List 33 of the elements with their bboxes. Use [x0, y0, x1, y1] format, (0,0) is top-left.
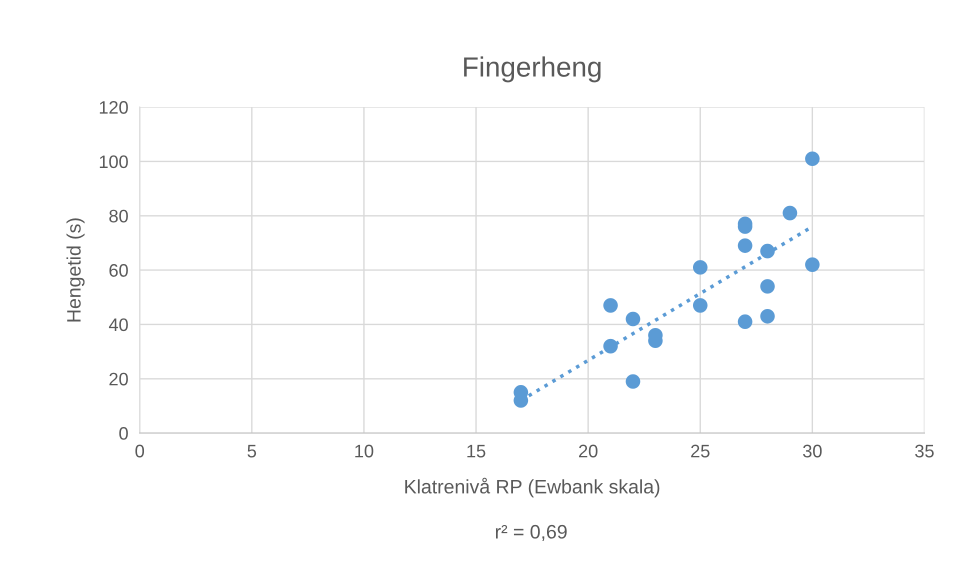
point: [805, 257, 820, 272]
point: [692, 298, 708, 313]
x-tick-label: 35: [915, 444, 934, 458]
y-tick-label: 80: [109, 210, 128, 222]
point: [603, 338, 618, 354]
x-tick-label: 15: [467, 444, 486, 458]
point: [805, 151, 820, 166]
chart-title: Fingerheng: [464, 56, 601, 82]
x-tick-label: 20: [579, 444, 598, 458]
point: [760, 279, 775, 294]
x-tick-label: 5: [248, 444, 256, 458]
point: [760, 244, 775, 258]
point: [760, 309, 775, 324]
text: r² = 0,69: [496, 524, 567, 541]
point: [782, 206, 798, 220]
y-tick-label: 120: [100, 101, 128, 114]
x-tick-label: 0: [135, 444, 144, 458]
x-tick-label: 25: [691, 444, 710, 458]
point: [626, 312, 640, 326]
x-axis-title: Klatrenivå RP (Ewbank skala): [405, 478, 660, 498]
point: [692, 260, 708, 275]
y-tick-label: 40: [108, 318, 128, 332]
y-tick-label: 20: [109, 372, 128, 386]
y-tick-label: 100: [100, 155, 128, 168]
point: [626, 374, 640, 389]
y-tick-label: 60: [109, 264, 128, 277]
point: [738, 238, 752, 253]
point: [738, 314, 752, 329]
y-axis-title: Hengetid (s): [66, 218, 85, 322]
x-tick-label: 30: [803, 444, 822, 458]
y-tick-label: 0: [119, 427, 128, 440]
point: [603, 298, 618, 313]
x-tick-label: 10: [355, 444, 374, 458]
